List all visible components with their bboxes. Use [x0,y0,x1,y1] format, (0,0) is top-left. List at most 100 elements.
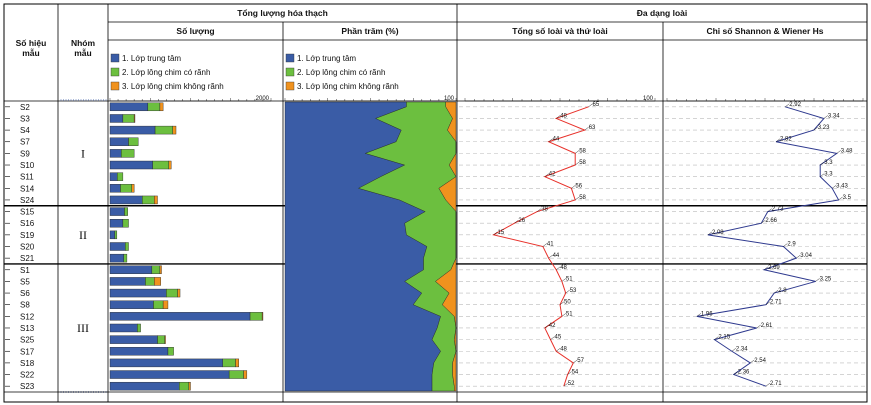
species-leader [575,150,580,154]
count-bar-segment [109,160,153,170]
species-data-label: 15 [498,230,505,236]
count-bar-segment [109,288,167,298]
shannon-data-label: 3.43 [836,183,848,189]
shannon-data-label: 2.08 [712,230,724,236]
count-bar-segment [109,242,126,251]
legend-swatch [110,81,120,91]
count-bar-segment [249,312,263,321]
species-leader [563,383,568,387]
shannon-leader [820,173,825,177]
count-bar-segment [114,230,118,240]
count-bar-segment [109,114,124,123]
count-bar-segment [109,370,230,379]
count-bar-segment [121,149,135,158]
species-leader [559,301,565,305]
shannon-data-label: 3.23 [818,125,830,131]
sample-label: S7 [20,138,30,147]
species-data-label: 48 [560,346,567,352]
sample-label: S8 [20,301,30,310]
count-max-label: 2000 [256,96,270,102]
legend-label: 1. Lớp trung tâm [297,54,356,63]
species-leader [544,324,549,329]
count-bar-segment [109,184,121,193]
species-data-label: 48 [560,265,567,271]
sample-group-header: mẫu [74,48,91,58]
species-leader [561,313,567,317]
legend-label: 2. Lớp lông chim có rãnh [297,68,385,77]
count-bar-segment [145,277,155,286]
sample-label: S24 [20,196,35,205]
shannon-data-label: 2.8 [778,288,787,294]
count-bar-segment [159,265,162,274]
shannon-leader [733,371,738,375]
count-bar-segment [123,253,128,263]
count-bar-segment [141,195,155,205]
count-bar-segment [154,125,173,135]
shannon-leader [763,266,769,270]
count-bar-segment [120,184,132,193]
count-bar-segment [243,370,248,379]
shannon-data-label: 2.69 [768,265,780,271]
sample-label: S17 [20,347,35,356]
species-data-label: 53 [570,288,577,294]
sample-label: S18 [20,359,35,368]
species-data-label: 51 [566,276,573,282]
shannon-leader [774,289,779,294]
shannon-leader [813,126,818,131]
count-bar-segment [261,312,264,321]
legend-swatch [285,81,295,91]
count-bar-segment [157,335,165,344]
shannon-leader [750,359,755,364]
shannon-data-label: 3.48 [841,148,853,154]
shannon-leader [756,324,761,329]
count-bar-segment [162,300,169,309]
species-leader [514,220,519,224]
count-bar-segment [109,137,129,146]
shannon-leader [832,185,837,189]
shannon-leader [707,231,713,236]
count-bar-segment [228,370,244,379]
count-bar-segment [109,358,223,368]
sample-label: S21 [20,254,35,263]
species-data-label: 48 [560,113,567,119]
species-data-label: 57 [577,358,584,364]
count-bar-segment [222,358,236,368]
shannon-data-label: 2.92 [789,102,801,108]
count-bar-segment [109,125,156,135]
total-fossil-header: Tổng lượng hóa thạch [237,8,328,18]
count-bar-segment [109,265,153,274]
sample-id-header: Số hiệu [16,38,47,48]
count-bar-segment [168,160,172,170]
sample-label: S19 [20,231,35,240]
shannon-leader [838,196,843,201]
species-data-label: 42 [549,172,556,178]
percent-max-label: 100 [444,96,455,102]
count-bar-segment [109,172,118,181]
species-data-label: 42 [549,323,556,329]
group-label: II [79,228,87,242]
shannon-data-label: 2.73 [772,207,784,213]
sample-label: S3 [20,114,30,123]
species-data-label: 54 [572,370,579,376]
shannon-data-label: 2.66 [765,218,777,224]
count-bar-segment [109,195,143,205]
sample-label: S15 [20,208,35,217]
sample-label: S16 [20,219,35,228]
count-bar-segment [122,219,129,228]
sample-label: S9 [20,149,30,158]
species-leader [548,138,553,142]
count-bar-segment [159,102,164,112]
sample-label: S10 [20,161,35,170]
count-header: Số lượng [176,26,214,36]
legend-label: 3. Lớp lông chim không rãnh [297,82,399,91]
count-bar-segment [109,102,149,112]
shannon-data-label: 2.61 [761,323,773,329]
species-leader [567,371,572,375]
count-bar-segment [131,184,135,193]
sample-label: S11 [20,173,34,182]
count-bar-segment [128,137,139,146]
species-leader [575,161,580,166]
species-data-label: 26 [518,218,525,224]
sample-label: S23 [20,382,35,391]
count-bar-segment [109,277,146,286]
